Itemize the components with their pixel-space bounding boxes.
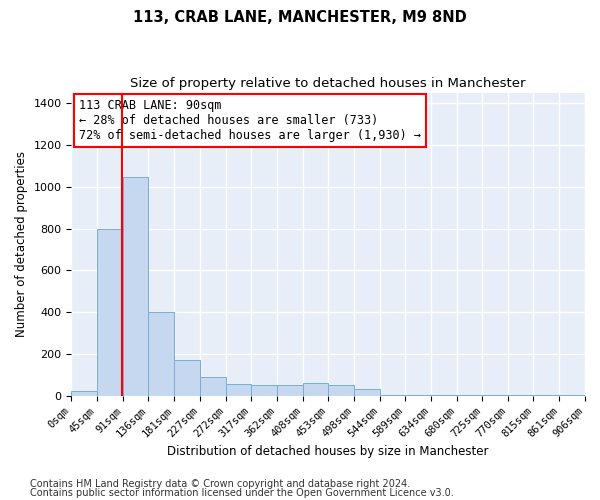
Bar	[354, 390, 380, 396]
Bar	[328, 385, 354, 396]
Title: Size of property relative to detached houses in Manchester: Size of property relative to detached ho…	[130, 78, 526, 90]
Bar	[97, 228, 123, 396]
Bar	[380, 394, 405, 396]
Text: Contains public sector information licensed under the Open Government Licence v3: Contains public sector information licen…	[30, 488, 454, 498]
Bar	[148, 312, 174, 396]
X-axis label: Distribution of detached houses by size in Manchester: Distribution of detached houses by size …	[167, 444, 489, 458]
Text: 113, CRAB LANE, MANCHESTER, M9 8ND: 113, CRAB LANE, MANCHESTER, M9 8ND	[133, 10, 467, 25]
Bar	[123, 176, 148, 396]
Bar	[200, 377, 226, 396]
Bar	[226, 384, 251, 396]
Bar	[277, 385, 302, 396]
Text: Contains HM Land Registry data © Crown copyright and database right 2024.: Contains HM Land Registry data © Crown c…	[30, 479, 410, 489]
Text: 113 CRAB LANE: 90sqm
← 28% of detached houses are smaller (733)
72% of semi-deta: 113 CRAB LANE: 90sqm ← 28% of detached h…	[79, 99, 421, 142]
Bar	[71, 392, 97, 396]
Bar	[302, 383, 328, 396]
Y-axis label: Number of detached properties: Number of detached properties	[15, 152, 28, 338]
Bar	[251, 385, 277, 396]
Bar	[174, 360, 200, 396]
